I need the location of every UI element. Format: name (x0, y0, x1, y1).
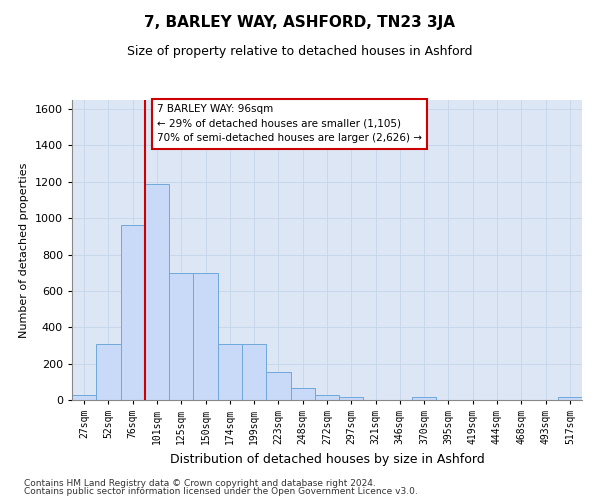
Bar (145, 184, 169, 400)
Text: Contains public sector information licensed under the Open Government Licence v3: Contains public sector information licen… (24, 487, 418, 496)
Bar (96, 344, 121, 400)
Bar (121, 226, 145, 400)
Bar (72, 396, 96, 400)
Bar (290, 388, 315, 400)
Bar (412, 398, 436, 400)
Text: 7, BARLEY WAY, ASHFORD, TN23 3JA: 7, BARLEY WAY, ASHFORD, TN23 3JA (145, 15, 455, 30)
Bar (266, 372, 290, 400)
Bar (558, 398, 582, 400)
Bar (315, 396, 339, 400)
Text: Contains HM Land Registry data © Crown copyright and database right 2024.: Contains HM Land Registry data © Crown c… (24, 478, 376, 488)
X-axis label: Distribution of detached houses by size in Ashford: Distribution of detached houses by size … (170, 452, 484, 466)
Bar (169, 272, 193, 400)
Bar (218, 344, 242, 400)
Bar (242, 344, 266, 400)
Text: Size of property relative to detached houses in Ashford: Size of property relative to detached ho… (127, 45, 473, 58)
Bar (339, 398, 364, 400)
Y-axis label: Number of detached properties: Number of detached properties (19, 162, 29, 338)
Bar (193, 272, 218, 400)
Text: 7 BARLEY WAY: 96sqm
← 29% of detached houses are smaller (1,105)
70% of semi-det: 7 BARLEY WAY: 96sqm ← 29% of detached ho… (157, 104, 422, 144)
